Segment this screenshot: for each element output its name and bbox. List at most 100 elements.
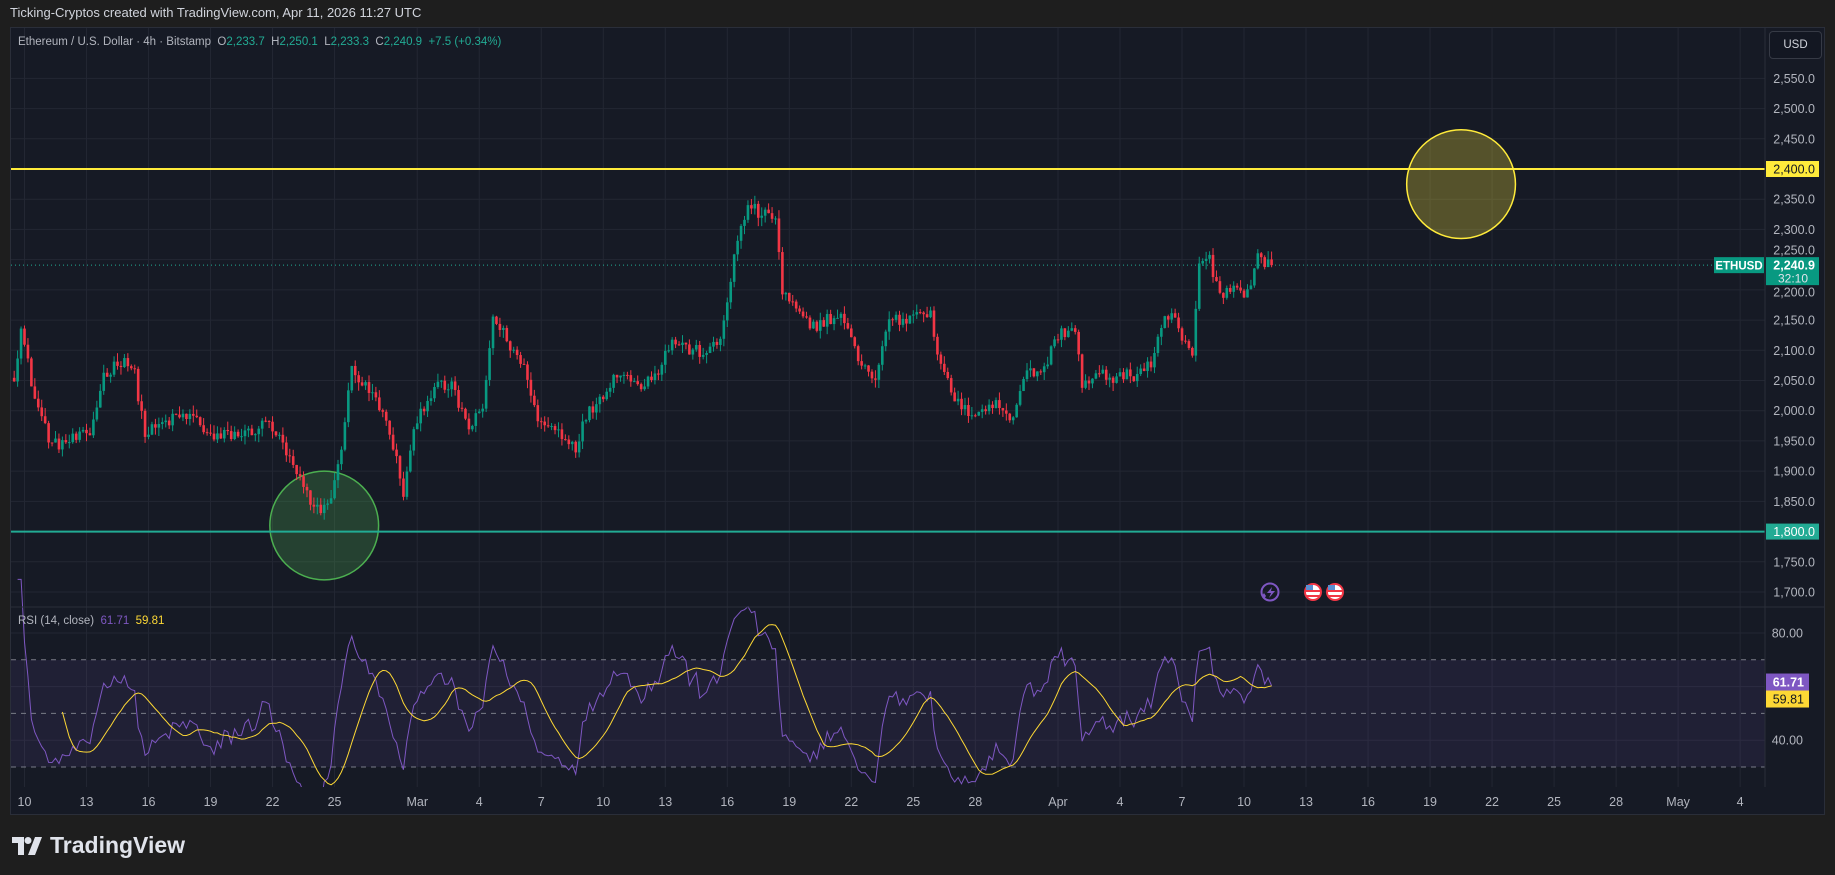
candle-body: [1080, 354, 1084, 388]
candle: [881, 340, 884, 371]
candle-body: [391, 434, 395, 450]
candle-body: [381, 410, 385, 412]
candle: [674, 336, 677, 349]
candle: [254, 433, 257, 442]
candle-body: [164, 420, 168, 423]
candle: [574, 440, 577, 458]
candle: [464, 407, 467, 421]
candle: [236, 429, 240, 438]
price-tick-label: 1,850.0: [1773, 495, 1815, 509]
candle-body: [539, 421, 543, 423]
candle-body: [260, 420, 264, 429]
currency-button[interactable]: USD: [1769, 31, 1822, 59]
candle: [508, 340, 512, 358]
candle-body: [457, 390, 460, 408]
candle-body: [774, 218, 777, 220]
candle-body: [980, 409, 984, 412]
candle-body: [1101, 369, 1105, 374]
candle: [12, 370, 16, 382]
candle: [891, 317, 894, 326]
time-tick-label: 22: [266, 795, 280, 809]
candle: [1008, 412, 1012, 423]
candle-body: [147, 434, 150, 437]
tradingview-logo[interactable]: TradingView: [12, 832, 185, 859]
rsi-legend[interactable]: RSI (14, close) 61.71 59.81: [18, 615, 164, 627]
candle-body: [746, 205, 750, 220]
candle: [550, 423, 553, 431]
candle: [471, 424, 474, 432]
candle-body: [1091, 378, 1094, 384]
price-axis[interactable]: 1,700.0 1,750.0 1,850.0 1,900.0 1,950.0 2,000…: [1772, 72, 1815, 748]
candle: [57, 433, 61, 454]
candle: [240, 428, 243, 442]
time-tick-label: 13: [1299, 795, 1313, 809]
candle-body: [591, 406, 595, 413]
candle-body: [753, 203, 757, 209]
candle-body: [1191, 347, 1194, 356]
candle-body: [61, 440, 64, 450]
high-label: H: [271, 36, 280, 48]
candle: [760, 207, 764, 227]
candle: [639, 382, 643, 392]
horizontal-levels[interactable]: [11, 168, 1765, 533]
candle-body: [925, 314, 929, 318]
candle: [264, 416, 267, 423]
candle: [681, 335, 684, 353]
candle: [591, 401, 595, 419]
drawings[interactable]: [269, 128, 1517, 581]
time-tick-label: 22: [844, 795, 858, 809]
candle-body: [1036, 371, 1039, 377]
candle: [632, 377, 636, 383]
candle-body: [247, 428, 250, 431]
candle: [422, 406, 426, 416]
candle: [867, 365, 870, 377]
time-axis[interactable]: 10 13 16 19 22 25 Mar 4 7 10 13 16 19 22 25 28 Apr 4 7 10 13…: [18, 795, 1744, 809]
candle-body: [1060, 328, 1063, 340]
time-tick-label: 22: [1485, 795, 1499, 809]
candle-body: [646, 376, 650, 387]
candle-body: [719, 338, 722, 345]
candle-body: [560, 429, 564, 440]
us-flag-icon[interactable]: [1304, 583, 1322, 601]
candle: [829, 309, 832, 325]
candle-body: [19, 328, 23, 359]
us-flag-icon[interactable]: [1326, 583, 1344, 601]
candle-body: [991, 404, 994, 409]
candle-body: [977, 411, 981, 416]
candle-body: [333, 480, 336, 499]
candle: [443, 375, 447, 394]
candle: [391, 427, 395, 451]
candle-body: [43, 416, 47, 424]
candle-body: [67, 442, 71, 444]
candle: [477, 408, 481, 414]
candle-body: [212, 433, 216, 440]
candle-body: [257, 428, 261, 435]
candle: [898, 310, 901, 332]
candle-body: [419, 408, 422, 424]
candle: [1053, 336, 1056, 349]
candle: [1184, 335, 1187, 344]
candle-body: [12, 377, 16, 382]
candle-body: [567, 439, 571, 445]
symbol-legend[interactable]: Ethereum / U.S. Dollar · 4h · Bitstamp O…: [18, 36, 501, 48]
candle-body: [1077, 331, 1080, 355]
lightning-icon[interactable]: [1260, 582, 1280, 602]
candle: [653, 365, 657, 385]
event-icons[interactable]: [1260, 582, 1345, 602]
candle: [691, 347, 695, 360]
candle-body: [929, 310, 932, 318]
candle: [378, 390, 381, 412]
candle-body: [643, 386, 646, 390]
candle: [1270, 251, 1273, 268]
candle: [295, 464, 298, 481]
candle-body: [405, 471, 409, 497]
candle-body: [57, 438, 61, 450]
candle-body: [443, 380, 447, 390]
candle-body: [316, 504, 319, 507]
candle: [1197, 256, 1201, 311]
open-label: O: [217, 36, 227, 48]
chart-frame[interactable]: [10, 27, 1825, 815]
candle: [1194, 300, 1198, 362]
candle: [719, 336, 722, 352]
